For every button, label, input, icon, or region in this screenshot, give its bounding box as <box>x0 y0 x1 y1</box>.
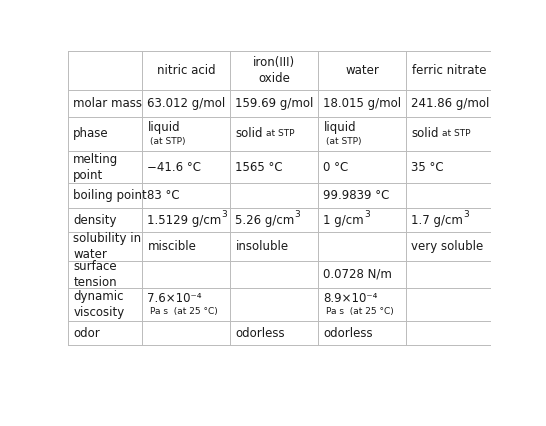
Text: water: water <box>346 64 379 77</box>
Text: at STP: at STP <box>442 130 471 138</box>
Text: Pa s  (at 25 °C): Pa s (at 25 °C) <box>326 308 394 317</box>
Text: 1.7 g/cm: 1.7 g/cm <box>412 213 464 227</box>
Text: 3: 3 <box>295 210 300 219</box>
Text: Pa s  (at 25 °C): Pa s (at 25 °C) <box>150 308 218 317</box>
Text: melting
point: melting point <box>73 153 118 182</box>
Text: iron(III)
oxide: iron(III) oxide <box>253 56 295 85</box>
Text: odorless: odorless <box>323 327 373 340</box>
Text: surface
tension: surface tension <box>73 260 117 289</box>
Text: 83 °C: 83 °C <box>147 189 180 202</box>
Text: 35 °C: 35 °C <box>412 161 444 174</box>
Text: 3: 3 <box>364 210 370 219</box>
Text: odorless: odorless <box>235 327 285 340</box>
Text: phase: phase <box>73 127 109 141</box>
Text: nitric acid: nitric acid <box>157 64 216 77</box>
Text: density: density <box>73 213 117 227</box>
Text: (at STP): (at STP) <box>150 137 186 146</box>
Text: 0 °C: 0 °C <box>323 161 349 174</box>
Text: 1 g/cm: 1 g/cm <box>323 213 364 227</box>
Text: 159.69 g/mol: 159.69 g/mol <box>235 97 314 110</box>
Text: 241.86 g/mol: 241.86 g/mol <box>412 97 490 110</box>
Text: very soluble: very soluble <box>412 240 484 253</box>
Text: odor: odor <box>73 327 100 340</box>
Text: solid: solid <box>412 127 439 141</box>
Text: 1.5129 g/cm: 1.5129 g/cm <box>147 213 222 227</box>
Text: dynamic
viscosity: dynamic viscosity <box>73 290 124 319</box>
Text: boiling point: boiling point <box>73 189 147 202</box>
Text: −41.6 °C: −41.6 °C <box>147 161 201 174</box>
Text: 99.9839 °C: 99.9839 °C <box>323 189 390 202</box>
Text: 7.6×10⁻⁴: 7.6×10⁻⁴ <box>147 292 202 305</box>
Text: 3: 3 <box>464 210 469 219</box>
Text: 0.0728 N/m: 0.0728 N/m <box>323 268 392 281</box>
Text: 18.015 g/mol: 18.015 g/mol <box>323 97 401 110</box>
Text: liquid: liquid <box>323 121 356 134</box>
Text: solubility in
water: solubility in water <box>73 232 141 261</box>
Text: (at STP): (at STP) <box>326 137 361 146</box>
Text: solid: solid <box>235 127 263 141</box>
Text: liquid: liquid <box>147 121 180 134</box>
Text: 5.26 g/cm: 5.26 g/cm <box>235 213 295 227</box>
Text: miscible: miscible <box>147 240 196 253</box>
Text: 8.9×10⁻⁴: 8.9×10⁻⁴ <box>323 292 378 305</box>
Text: molar mass: molar mass <box>73 97 143 110</box>
Text: ferric nitrate: ferric nitrate <box>412 64 486 77</box>
Text: 63.012 g/mol: 63.012 g/mol <box>147 97 225 110</box>
Text: insoluble: insoluble <box>235 240 288 253</box>
Text: 1565 °C: 1565 °C <box>235 161 283 174</box>
Text: at STP: at STP <box>266 130 295 138</box>
Text: 3: 3 <box>222 210 227 219</box>
